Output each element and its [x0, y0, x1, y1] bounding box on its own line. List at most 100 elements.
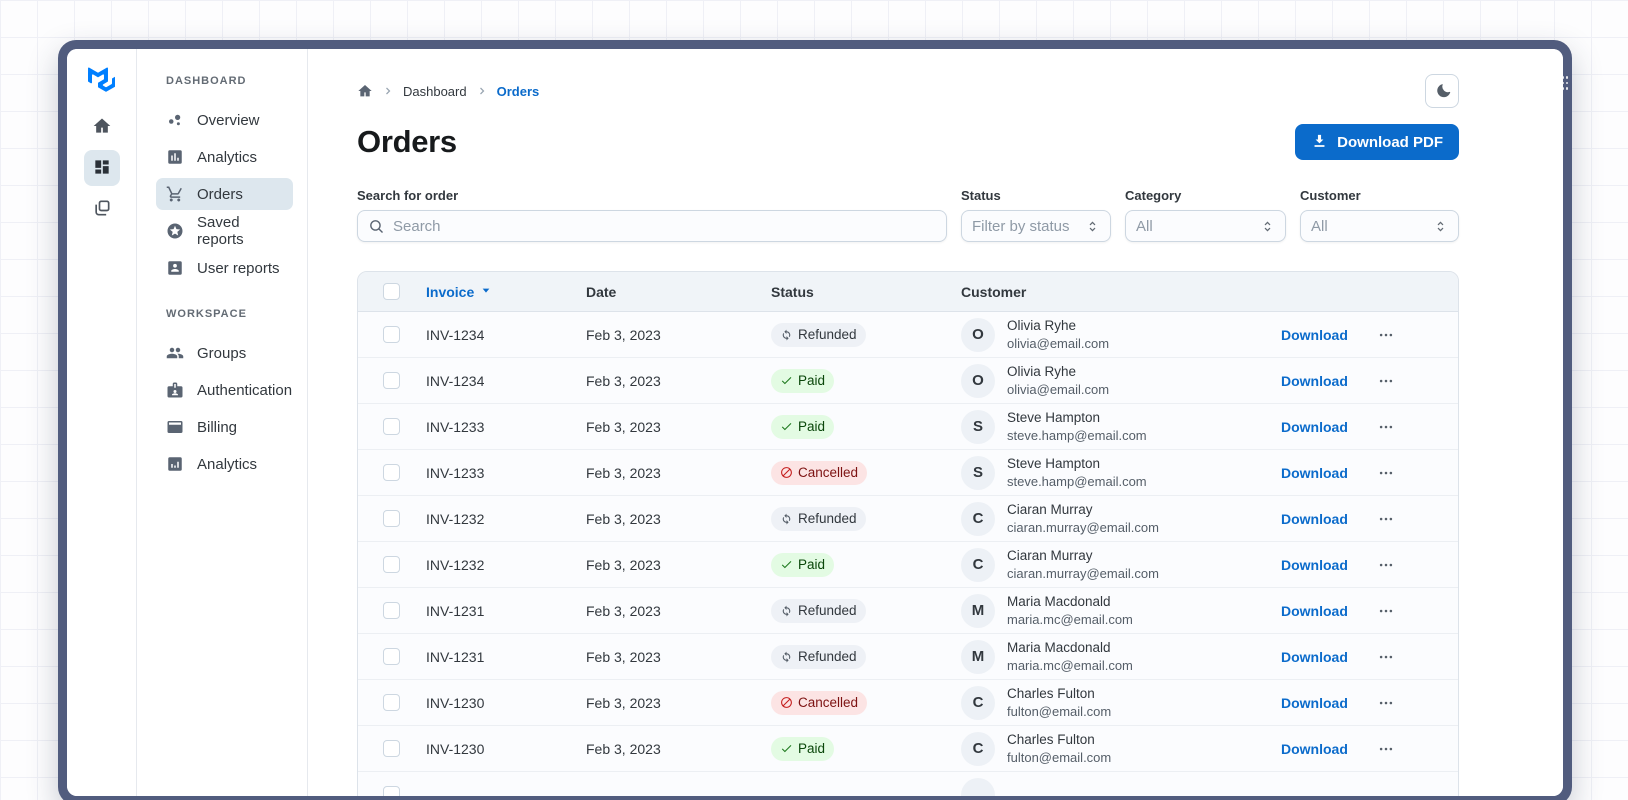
- autorenew-icon: [780, 328, 793, 341]
- date-cell: Feb 3, 2023: [586, 602, 661, 619]
- cart-icon: [166, 185, 184, 203]
- people-icon: [166, 344, 184, 362]
- sidebar-item-user-reports[interactable]: User reports: [156, 252, 293, 284]
- customer-email: steve.hamp@email.com: [1007, 474, 1147, 489]
- sidebar-item-orders[interactable]: Orders: [156, 178, 293, 210]
- row-menu-button[interactable]: [1373, 644, 1399, 670]
- sidebar-item-groups[interactable]: Groups: [156, 337, 293, 369]
- table-row: INV-1231 Feb 3, 2023 Refunded M Maria Macdon…: [358, 634, 1458, 680]
- download-link[interactable]: Download: [1281, 326, 1348, 343]
- status-chip: Paid: [771, 368, 835, 393]
- mui-logo-icon: [87, 67, 116, 92]
- date-cell: Feb 3, 2023: [586, 648, 661, 665]
- download-link[interactable]: Download: [1281, 372, 1348, 389]
- row-menu-button[interactable]: [1373, 552, 1399, 578]
- download-link[interactable]: Download: [1281, 648, 1348, 665]
- row-checkbox[interactable]: [383, 556, 400, 573]
- customer-select[interactable]: All: [1300, 210, 1459, 242]
- row-menu-button[interactable]: [1373, 736, 1399, 762]
- row-checkbox[interactable]: [383, 786, 400, 796]
- row-checkbox[interactable]: [383, 740, 400, 757]
- sidebar-item-billing[interactable]: Billing: [156, 411, 293, 443]
- sidebar-item-label: Billing: [197, 418, 238, 436]
- download-icon: [1311, 132, 1328, 153]
- sidebar-item-label: Overview: [197, 111, 260, 129]
- customer-name: Olivia Ryhe: [1007, 318, 1077, 333]
- download-pdf-button[interactable]: Download PDF: [1295, 124, 1459, 160]
- sidebar-item-analytics[interactable]: Analytics: [156, 448, 293, 480]
- status-chip: Paid: [771, 736, 835, 761]
- sidebar: DASHBOARD Overview Analytics Orders Saved re…: [137, 49, 308, 796]
- rail-layers-button[interactable]: [84, 191, 120, 227]
- sidebar-item-authentication[interactable]: Authentication: [156, 374, 293, 406]
- table-row: INV-1233 Feb 3, 2023 Cancelled S Steve Hampt…: [358, 450, 1458, 496]
- breadcrumb-home-icon[interactable]: [357, 83, 373, 99]
- row-checkbox[interactable]: [383, 418, 400, 435]
- row-menu-button[interactable]: [1373, 690, 1399, 716]
- date-cell: Feb 3, 2023: [586, 694, 661, 711]
- layers-icon: [92, 198, 112, 221]
- download-link[interactable]: Download: [1281, 740, 1348, 757]
- ellipsis-icon: [1377, 740, 1395, 758]
- customer-name: Ciaran Murray: [1007, 548, 1093, 563]
- rail-home-button[interactable]: [84, 109, 120, 145]
- status-label: Status: [961, 188, 1001, 203]
- unfold-icon: [1260, 219, 1275, 234]
- row-menu-button[interactable]: [1373, 368, 1399, 394]
- status-chip: Cancelled: [771, 460, 868, 485]
- table-row: INV-1231 Feb 3, 2023 Refunded M Maria Macdon…: [358, 588, 1458, 634]
- row-checkbox[interactable]: [383, 602, 400, 619]
- avatar: C: [961, 501, 995, 536]
- customer-email: fulton@email.com: [1007, 704, 1112, 719]
- row-menu-button[interactable]: [1373, 598, 1399, 624]
- status-select[interactable]: Filter by status: [961, 210, 1111, 242]
- invoice-cell: INV-1233: [426, 418, 485, 435]
- row-menu-button[interactable]: [1373, 460, 1399, 486]
- download-link[interactable]: Download: [1281, 418, 1348, 435]
- invoice-cell: INV-1234: [426, 372, 485, 389]
- download-link[interactable]: Download: [1281, 602, 1348, 619]
- download-link[interactable]: Download: [1281, 510, 1348, 527]
- table-row: INV-1234 Feb 3, 2023 Paid O Olivia Ryhe olivi…: [358, 358, 1458, 404]
- unfold-icon: [1085, 219, 1100, 234]
- badge-icon: [166, 381, 184, 399]
- row-checkbox[interactable]: [383, 372, 400, 389]
- sidebar-item-analytics[interactable]: Analytics: [156, 141, 293, 173]
- download-link[interactable]: Download: [1281, 556, 1348, 573]
- topbar: Dashboard Orders: [357, 74, 1459, 108]
- row-menu-button[interactable]: [1373, 506, 1399, 532]
- table-header: Invoice Date Status Customer: [358, 272, 1458, 312]
- autorenew-icon: [780, 604, 793, 617]
- row-menu-button[interactable]: [1373, 322, 1399, 348]
- download-link[interactable]: Download: [1281, 464, 1348, 481]
- rail-dashboard-button[interactable]: [83, 150, 120, 186]
- avatar: O: [961, 363, 995, 398]
- customer-email: ciaran.murray@email.com: [1007, 520, 1159, 535]
- sidebar-item-saved-reports[interactable]: Saved reports: [156, 214, 293, 248]
- row-menu-button[interactable]: [1373, 414, 1399, 440]
- row-checkbox[interactable]: [383, 694, 400, 711]
- customer-name: Charles Fulton: [1007, 732, 1095, 747]
- sidebar-section-heading: DASHBOARD: [166, 75, 247, 87]
- window-scrollbar[interactable]: [1561, 76, 1569, 90]
- row-checkbox[interactable]: [383, 510, 400, 527]
- date-cell: Feb 3, 2023: [586, 740, 661, 757]
- row-checkbox[interactable]: [383, 648, 400, 665]
- column-header-invoice[interactable]: Invoice: [426, 282, 586, 301]
- customer-name: Ciaran Murray: [1007, 502, 1093, 517]
- ellipsis-icon: [1377, 648, 1395, 666]
- sidebar-item-overview[interactable]: Overview: [156, 104, 293, 136]
- order-search-input[interactable]: Search: [357, 210, 947, 242]
- download-link[interactable]: Download: [1281, 694, 1348, 711]
- table-row: INV-1232 Feb 3, 2023 Paid C Ciaran Murray cia…: [358, 542, 1458, 588]
- select-all-checkbox[interactable]: [383, 283, 400, 300]
- breadcrumb-dashboard[interactable]: Dashboard: [403, 83, 467, 99]
- customer-email: maria.mc@email.com: [1007, 658, 1133, 673]
- date-cell: Feb 3, 2023: [586, 510, 661, 527]
- color-scheme-toggle-button[interactable]: [1425, 74, 1459, 108]
- status-chip: Refunded: [771, 322, 866, 347]
- row-checkbox[interactable]: [383, 464, 400, 481]
- row-checkbox[interactable]: [383, 326, 400, 343]
- category-select[interactable]: All: [1125, 210, 1286, 242]
- customer-name: Steve Hampton: [1007, 410, 1101, 425]
